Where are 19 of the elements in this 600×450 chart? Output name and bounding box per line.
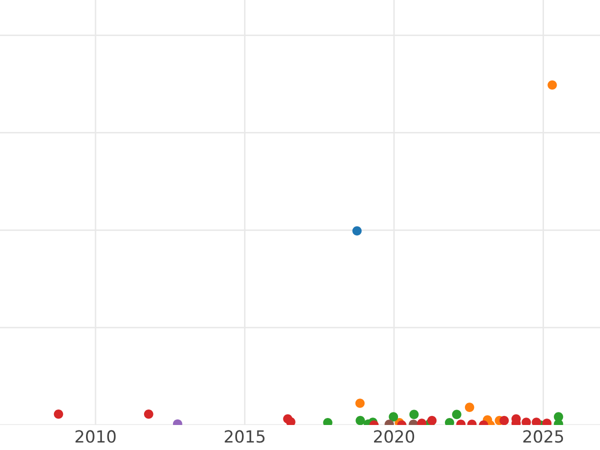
point [452,410,462,420]
point [144,409,154,419]
point [388,412,398,422]
point [500,416,509,425]
x-tick-label: 2020 [374,430,414,443]
point [522,418,531,425]
point [427,416,437,425]
point [548,80,557,90]
point [532,418,542,425]
x-tick-label: 2010 [76,430,116,443]
point [286,417,296,425]
point [54,409,64,419]
point [352,226,362,236]
point [464,402,474,412]
point [356,416,365,425]
x-tick-label: 2025 [523,430,564,443]
point [409,410,419,420]
x-tick-label: 2015 [224,430,265,443]
point [355,398,365,408]
